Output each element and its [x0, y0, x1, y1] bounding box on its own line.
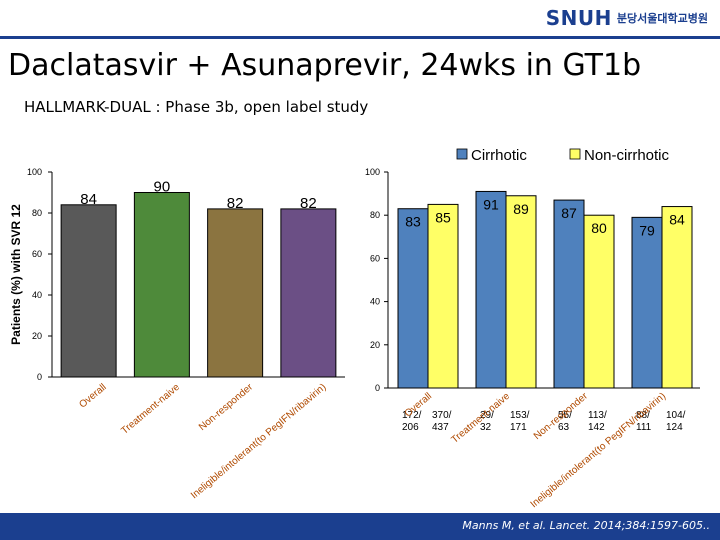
left-y-tick-label: 100 [27, 167, 42, 177]
right-bar-value-label: 80 [591, 220, 607, 236]
left-bar-treatment-naive [133, 192, 190, 378]
right-bar-cirrhotic-non-responder [553, 199, 585, 389]
left-category-label: Ineligible/intolerant(to PegIFN/ribaviri… [189, 382, 328, 502]
right-bar-cirrhotic-treatment-naive [475, 190, 507, 389]
right-bar-count-label: 172/206 [402, 410, 422, 433]
left-bar-value-label: 90 [154, 179, 171, 196]
right-bar-value-label: 89 [513, 201, 529, 217]
footer-bar: Manns M, et al. Lancet. 2014;384:1597-60… [0, 513, 720, 540]
header-divider [0, 36, 720, 39]
left-y-tick-label: 60 [32, 249, 42, 259]
right-y-tick-label: 60 [370, 253, 380, 263]
left-y-tick-label: 0 [37, 372, 42, 382]
right-bar-value-label: 84 [669, 212, 685, 228]
right-category-label: Non-responder [532, 390, 591, 442]
right-bar-value-label: 85 [435, 209, 451, 225]
left-bar-value-label: 82 [300, 195, 317, 212]
right-bar-value-label: 79 [639, 222, 655, 238]
right-bar-non-cirrhotic-treatment-naive [505, 195, 537, 389]
right-y-tick-label: 20 [370, 340, 380, 350]
right-bar-count-label: 153/171 [510, 410, 530, 433]
right-bar-count-label: 104/124 [666, 410, 686, 433]
right-bar-non-cirrhotic-overall [427, 203, 459, 389]
right-bar-count-label: 88/111 [636, 410, 652, 433]
legend-label-cirrhotic: Cirrhotic [471, 147, 527, 164]
right-y-tick-label: 100 [365, 167, 380, 177]
left-bar-value-label: 82 [227, 195, 244, 212]
slide-title: Daclatasvir + Asunaprevir, 24wks in GT1b [8, 48, 642, 83]
right-y-tick-label: 0 [375, 383, 380, 393]
left-y-tick-label: 20 [32, 331, 42, 341]
left-bar-value-label: 84 [80, 191, 97, 208]
legend-swatch-cirrhotic [456, 148, 468, 160]
left-category-label: Treatment-naive [119, 381, 182, 436]
left-bar-non-responder [207, 208, 264, 378]
logo-mark: SNUH [545, 6, 612, 30]
right-y-tick-label: 40 [370, 297, 380, 307]
left-y-tick-label: 80 [32, 208, 42, 218]
left-y-axis-title: Patients (%) with SVR 12 [9, 204, 23, 345]
logo-subtitle: 분당서울대학교병원 [616, 12, 708, 25]
hospital-logo: SNUH 분당서울대학교병원 [546, 6, 708, 30]
right-bar-value-label: 87 [561, 205, 577, 221]
right-bar-count-label: 55/63 [558, 410, 572, 433]
right-y-tick-label: 80 [370, 210, 380, 220]
right-bar-non-cirrhotic-ineligible-intolerant-to-pegifn-ribavirin [661, 206, 693, 389]
right-bar-count-label: 29/32 [480, 410, 494, 433]
slide-subtitle: HALLMARK-DUAL : Phase 3b, open label stu… [24, 98, 369, 116]
legend-label-non-cirrhotic: Non-cirrhotic [584, 147, 670, 164]
left-bar-ineligible-intolerant-to-pegifn-ribavirin [280, 208, 337, 378]
citation: Manns M, et al. Lancet. 2014;384:1597-60… [462, 519, 710, 532]
right-category-label: Ineligible/intolerant(to PegIFN/ribaviri… [529, 391, 668, 511]
right-bar-cirrhotic-ineligible-intolerant-to-pegifn-ribavirin [631, 216, 663, 389]
right-bar-value-label: 91 [483, 196, 499, 212]
left-bar-overall [60, 204, 117, 378]
left-category-label: Non-responder [197, 381, 256, 433]
legend-swatch-non-cirrhotic [569, 148, 581, 160]
left-y-tick-label: 40 [32, 290, 42, 300]
right-category-label: Treatment-naive [449, 390, 512, 445]
right-bar-count-label: 370/437 [432, 410, 452, 433]
right-bar-cirrhotic-overall [397, 208, 429, 389]
left-category-label: Overall [77, 382, 108, 411]
right-bar-non-cirrhotic-non-responder [583, 214, 615, 389]
right-bar-value-label: 83 [405, 214, 421, 230]
right-bar-count-label: 113/142 [588, 410, 607, 433]
